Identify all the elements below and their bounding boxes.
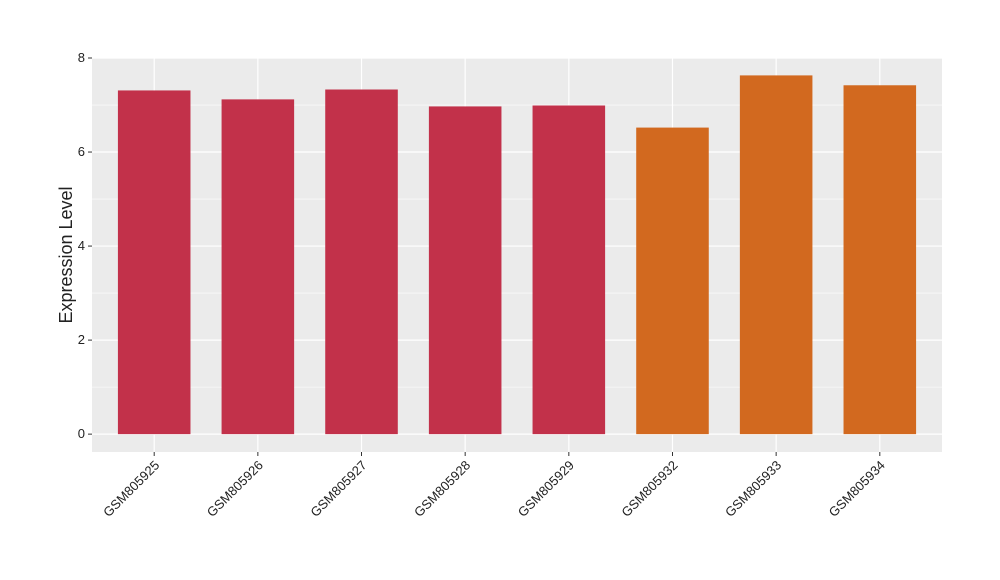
y-tick-label: 8	[78, 50, 85, 65]
bar	[636, 127, 709, 435]
bar	[428, 106, 502, 435]
x-tick-label: GSM805932	[618, 458, 680, 520]
y-tick-label: 2	[78, 332, 85, 347]
x-tick-label: GSM805926	[204, 458, 266, 520]
x-tick-label: GSM805927	[307, 458, 369, 520]
plot-panel	[92, 58, 942, 452]
y-axis-title: Expression Level	[56, 186, 76, 323]
x-tick-label: GSM805925	[100, 458, 162, 520]
bar	[221, 99, 295, 435]
bar	[739, 75, 813, 435]
bar	[117, 90, 191, 435]
bar	[843, 85, 917, 435]
bar	[325, 89, 398, 435]
bar	[532, 105, 606, 435]
x-tick-label: GSM805934	[826, 458, 888, 520]
x-tick-label: GSM805933	[722, 458, 784, 520]
x-tick-label: GSM805928	[411, 458, 473, 520]
x-tick-label: GSM805929	[515, 458, 577, 520]
y-tick-label: 6	[78, 144, 85, 159]
y-tick-label: 0	[78, 426, 85, 441]
y-tick-label: 4	[78, 238, 85, 253]
